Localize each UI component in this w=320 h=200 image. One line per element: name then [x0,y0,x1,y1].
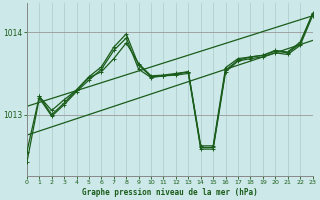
X-axis label: Graphe pression niveau de la mer (hPa): Graphe pression niveau de la mer (hPa) [82,188,258,197]
